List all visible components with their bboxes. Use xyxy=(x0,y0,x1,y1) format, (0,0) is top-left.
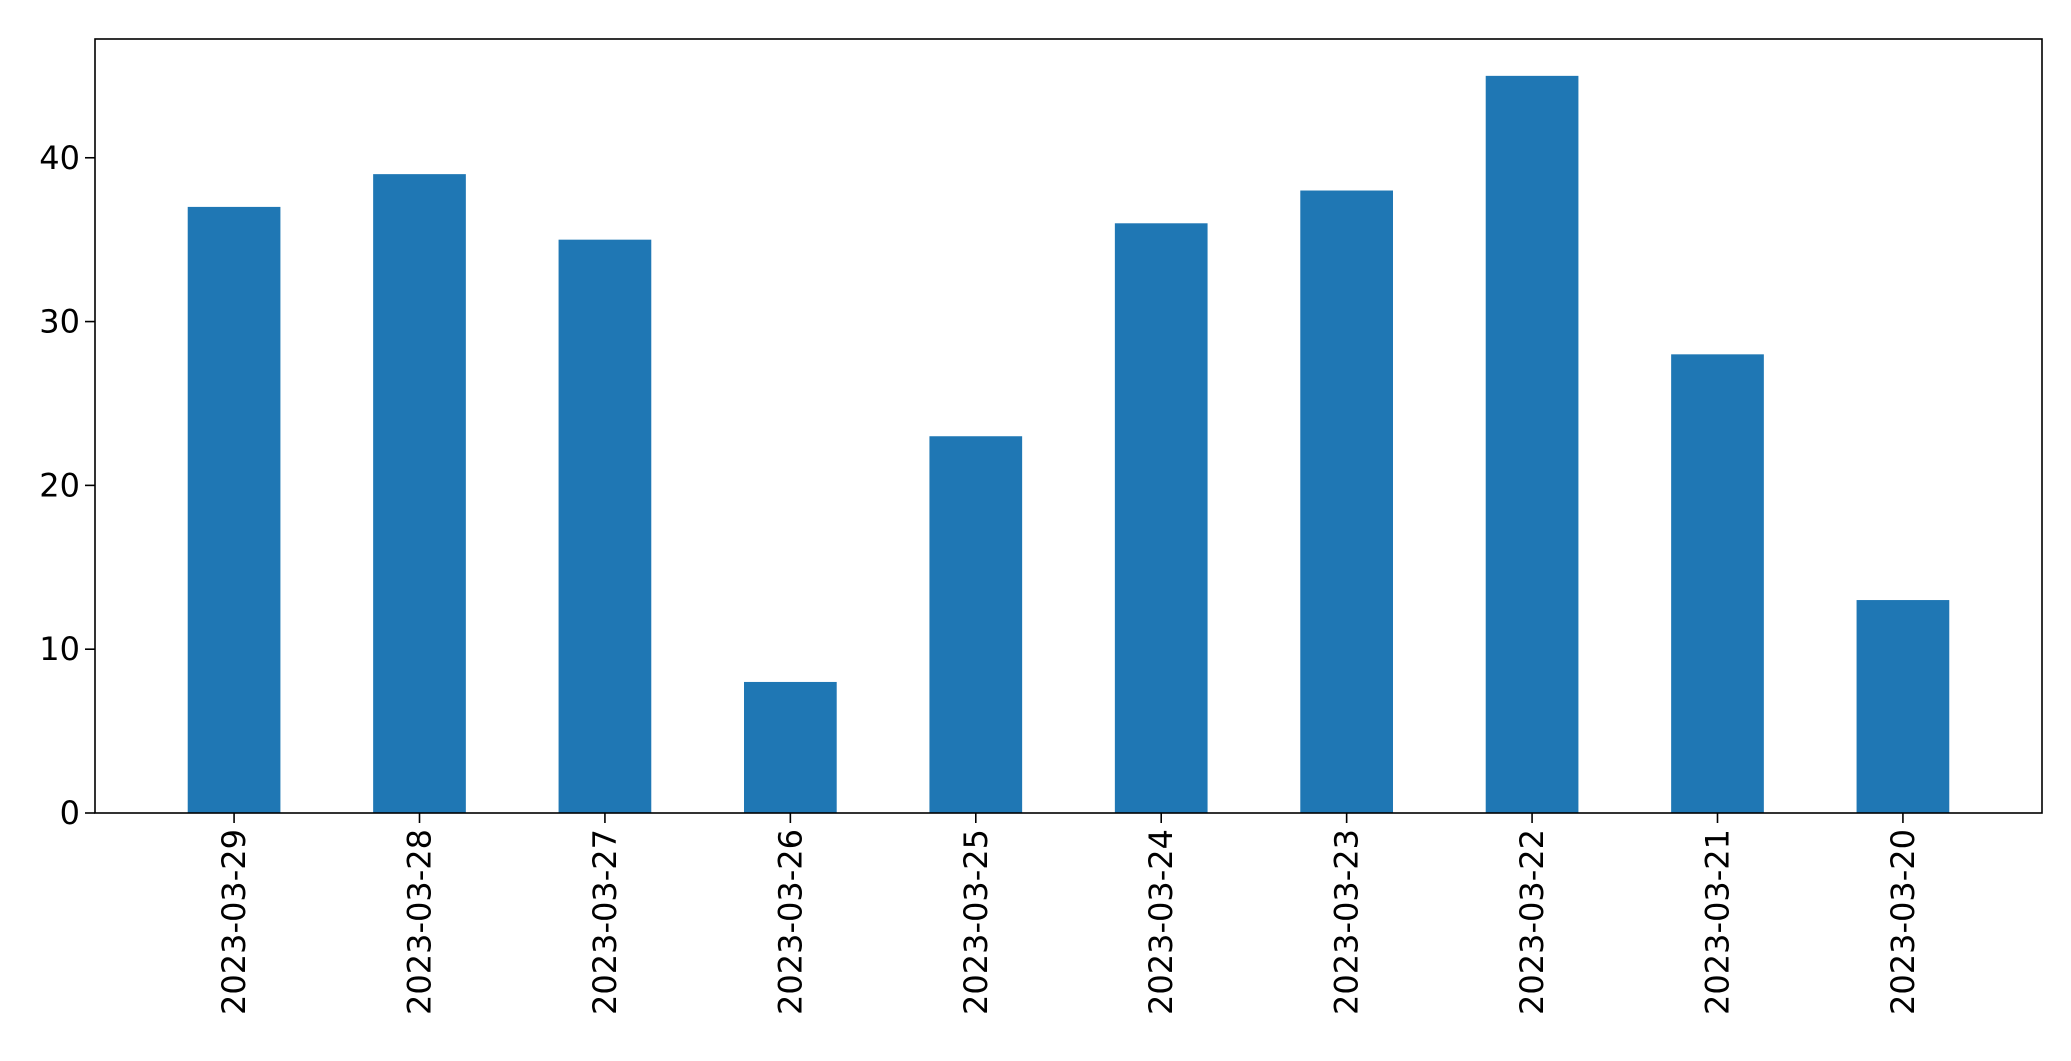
bar-2023-03-24 xyxy=(1114,223,1208,814)
bar-2023-03-27 xyxy=(558,239,652,814)
x-tick-label: 2023-03-25 xyxy=(957,829,995,1015)
x-tick-label: 2023-03-20 xyxy=(1884,829,1922,1015)
bar-2023-03-26 xyxy=(744,681,837,813)
y-tick-label: 10 xyxy=(39,630,80,668)
bars-layer xyxy=(187,75,1950,814)
x-tick-label: 2023-03-26 xyxy=(771,829,809,1015)
bar-2023-03-29 xyxy=(187,206,281,813)
y-tick-label: 40 xyxy=(39,139,80,177)
y-tick-label: 20 xyxy=(39,466,80,504)
x-tick-label: 2023-03-23 xyxy=(1328,829,1366,1015)
x-tick-label: 2023-03-28 xyxy=(401,829,439,1015)
bar-2023-03-21 xyxy=(1671,354,1764,813)
x-tick-label: 2023-03-22 xyxy=(1513,829,1551,1015)
y-tick-label: 30 xyxy=(39,303,80,341)
axes-layer: 2023-03-29 2023-03-28 2023-03-27 2023-03-26… xyxy=(39,139,1922,1015)
bar-2023-03-28 xyxy=(373,174,466,813)
x-tick-label: 2023-03-21 xyxy=(1699,829,1737,1015)
x-tick-label: 2023-03-27 xyxy=(586,829,624,1015)
x-tick-label: 2023-03-29 xyxy=(215,829,253,1015)
x-tick-label: 2023-03-24 xyxy=(1142,829,1180,1015)
bar-2023-03-23 xyxy=(1300,190,1393,813)
bar-2023-03-22 xyxy=(1485,75,1579,814)
bar-2023-03-20 xyxy=(1856,600,1950,813)
bar-2023-03-25 xyxy=(929,436,1023,813)
y-tick-label: 0 xyxy=(60,794,80,832)
plot-frame xyxy=(94,38,2043,814)
